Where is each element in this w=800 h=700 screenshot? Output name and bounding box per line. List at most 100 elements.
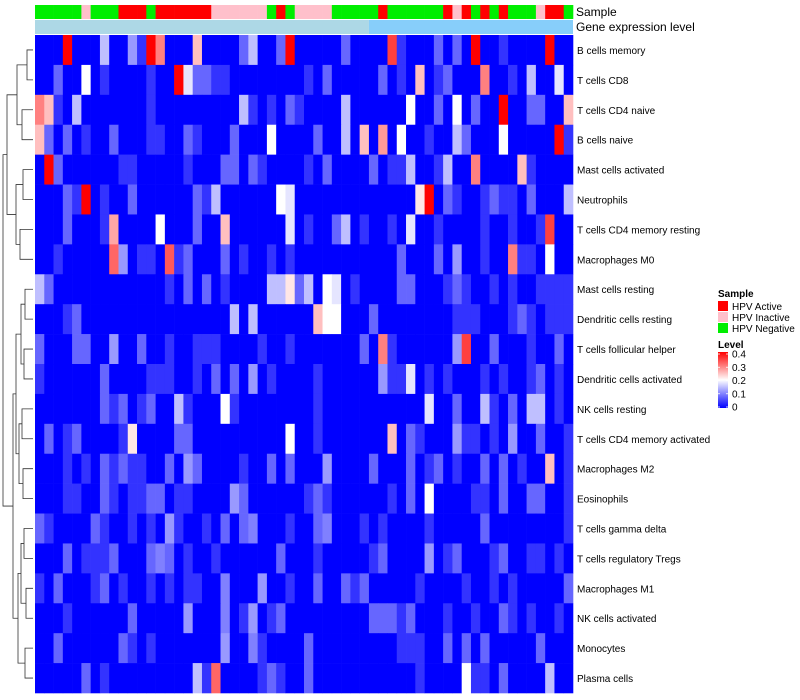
heatmap-cell [313, 483, 323, 514]
annotation-label-expression: Gene expression level [576, 20, 695, 34]
heatmap-cell [313, 35, 323, 66]
heatmap-cell [424, 663, 435, 694]
sample-annotation-cell [452, 5, 462, 19]
heatmap-cell [72, 573, 82, 604]
heatmap-cell [155, 35, 166, 66]
heatmap-cell [146, 663, 156, 694]
heatmap-cell [239, 393, 249, 425]
heatmap-cell [81, 154, 91, 185]
heatmap-cell [545, 603, 555, 634]
sample-annotation-cell [433, 5, 444, 19]
heatmap-cell [433, 214, 444, 245]
heatmap-cell [53, 124, 64, 155]
heatmap-cell [378, 244, 388, 275]
heatmap-cell [368, 364, 379, 395]
heatmap-cell [257, 244, 268, 275]
heatmap-cell [387, 304, 398, 335]
heatmap-cell [44, 304, 54, 335]
heatmap-cell [489, 423, 500, 455]
heatmap-cell [81, 393, 91, 425]
heatmap-cell [109, 513, 119, 544]
heatmap-cell [220, 274, 231, 305]
heatmap-cell [535, 513, 546, 544]
heatmap-cell [229, 154, 240, 185]
heatmap-cell [443, 423, 453, 455]
heatmap-cell [359, 154, 370, 185]
heatmap-cell [294, 214, 305, 245]
heatmap-cell [443, 304, 453, 335]
heatmap-cell [304, 94, 314, 126]
heatmap-cell [266, 573, 277, 604]
heatmap-cell [62, 603, 73, 634]
heatmap-cell [387, 663, 398, 694]
heatmap-cell [563, 663, 574, 694]
heatmap-cell [331, 154, 342, 185]
annotation-label-sample: Sample [576, 5, 617, 19]
heatmap-cell [535, 244, 546, 275]
heatmap-cell [294, 35, 305, 66]
heatmap-cell [257, 483, 268, 514]
heatmap-cell [248, 94, 258, 126]
heatmap-cell [535, 543, 546, 574]
heatmap-cell [118, 124, 129, 155]
heatmap-cell [164, 453, 175, 484]
heatmap-cell [35, 364, 45, 395]
heatmap-cell [331, 94, 342, 126]
heatmap-cell [164, 64, 175, 96]
heatmap-cell [368, 603, 379, 634]
heatmap-cell [350, 393, 360, 425]
heatmap-cell [470, 94, 481, 126]
heatmap-cell [563, 154, 574, 185]
heatmap-cell [239, 214, 249, 245]
heatmap-cell [137, 274, 147, 305]
heatmap-cell [313, 244, 323, 275]
heatmap-cell [433, 573, 444, 604]
heatmap-cell [489, 364, 500, 395]
heatmap-cell [489, 513, 500, 544]
heatmap-cell [415, 423, 425, 455]
heatmap-cell [498, 184, 509, 215]
heatmap-cell [266, 214, 277, 245]
heatmap-cell [387, 603, 398, 634]
heatmap-cell [99, 304, 110, 335]
heatmap-cell [276, 364, 286, 395]
heatmap-cell [443, 513, 453, 544]
heatmap-cell [72, 214, 82, 245]
heatmap-cell [415, 483, 425, 514]
heatmap-cell [155, 633, 166, 664]
heatmap-cell [526, 543, 537, 574]
heatmap-cell [99, 94, 110, 126]
heatmap-cell [526, 35, 537, 66]
heatmap-cell [406, 154, 416, 185]
heatmap-cell [461, 364, 472, 395]
heatmap-cell [72, 513, 82, 544]
sample-legend-swatch [718, 301, 728, 311]
heatmap-cell [396, 633, 407, 664]
heatmap-cell [396, 573, 407, 604]
heatmap-cell [470, 633, 481, 664]
heatmap-cell [146, 573, 156, 604]
heatmap-cell [276, 35, 286, 66]
heatmap-cell [304, 483, 314, 514]
heatmap-cell [81, 64, 91, 96]
heatmap-cell [535, 35, 546, 66]
heatmap-cell [498, 423, 509, 455]
heatmap-cell [424, 35, 435, 66]
heatmap-cell [285, 633, 296, 664]
heatmap-cell [304, 304, 314, 335]
heatmap-cell [368, 214, 379, 245]
heatmap-cell [480, 184, 490, 215]
heatmap-cell [322, 453, 333, 484]
heatmap-cell [90, 573, 101, 604]
heatmap-cell [174, 393, 184, 425]
heatmap-cell [322, 423, 333, 455]
heatmap-cell [322, 154, 333, 185]
heatmap-cell [341, 543, 351, 574]
heatmap-cell [313, 334, 323, 365]
heatmap-cell [424, 154, 435, 185]
heatmap-cell [563, 35, 574, 66]
heatmap-cell [239, 244, 249, 275]
sample-annotation-cell [211, 5, 221, 19]
heatmap-cell [433, 423, 444, 455]
heatmap-cell [517, 214, 527, 245]
